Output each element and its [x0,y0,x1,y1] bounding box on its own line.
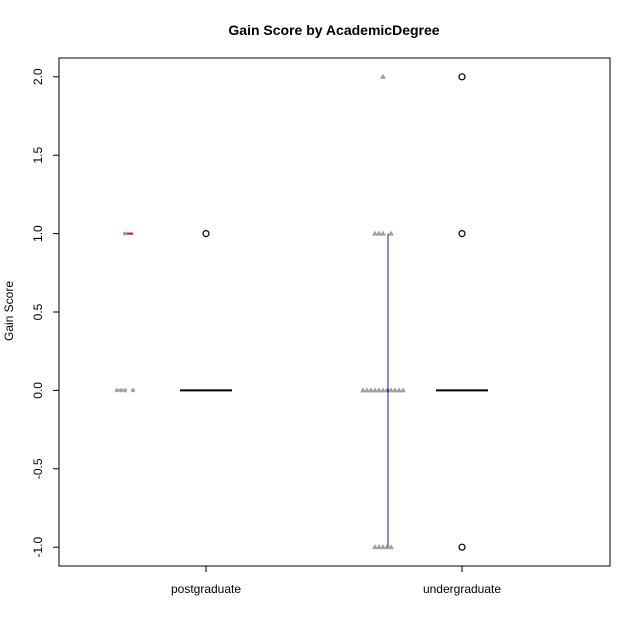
plot-area: 2.0 1.5 1.0 0.5 0.0 -0.5 -1.0 postgraduate under… [31,57,611,596]
outlier-point [202,230,210,238]
raw-point [384,544,390,550]
raw-point [392,387,398,393]
y-tick-label: -0.5 [31,458,45,479]
y-tick-label: -1.0 [31,537,45,558]
raw-point [372,230,378,236]
raw-point [119,388,123,393]
raw-point [131,388,135,393]
raw-point [400,387,406,393]
raw-point [388,387,394,393]
raw-point [372,387,378,393]
raw-point [380,73,386,79]
raw-point [360,387,366,393]
y-tick-label: 1.0 [31,225,45,242]
outlier-point [458,230,466,238]
raw-point [123,388,127,393]
raw-point [368,387,374,393]
raw-point [376,387,382,393]
raw-point [380,230,386,236]
x-tick-label: undergraduate [423,582,501,596]
outlier-point [458,73,466,81]
raw-point [380,387,386,393]
raw-point [396,387,402,393]
raw-point [372,544,378,550]
raw-point [388,544,394,550]
chart-title: Gain Score by AcademicDegree [228,22,439,38]
y-tick-label: 2.0 [31,68,45,85]
y-tick-label: 0.5 [31,303,45,320]
raw-point [115,388,119,393]
raw-point [388,230,394,236]
y-tick-label: 1.5 [31,147,45,164]
plot-frame [58,57,611,567]
outlier-point [458,543,466,551]
y-tick-label: 0.0 [31,382,45,399]
y-axis-label: Gain Score [2,281,16,341]
raw-point [364,387,370,393]
raw-point [376,544,382,550]
raw-point [376,230,382,236]
raw-point [123,231,127,236]
raw-point [380,544,386,550]
x-tick-label: postgraduate [171,582,241,596]
